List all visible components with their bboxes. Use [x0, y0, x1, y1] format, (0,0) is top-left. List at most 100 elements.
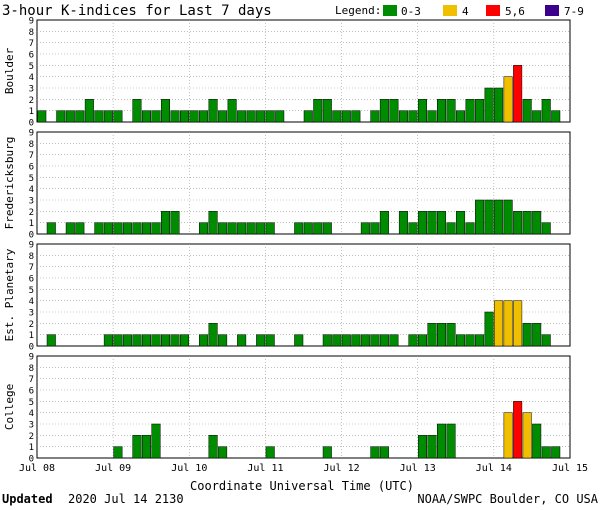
bar [218, 222, 228, 235]
bar [503, 412, 513, 459]
panel-boulder: 0 123 456 789 Boulder [3, 17, 571, 129]
bar [256, 222, 266, 235]
bar [437, 323, 447, 347]
bar [494, 87, 504, 123]
bar [56, 110, 66, 123]
bar [360, 334, 370, 347]
x-axis-label: Coordinate Universal Time (UTC) [190, 479, 414, 493]
bar [389, 99, 399, 123]
bar [351, 110, 361, 123]
bar [65, 222, 75, 235]
bar [417, 211, 427, 235]
bar [180, 334, 190, 347]
bar [180, 110, 190, 123]
legend-swatch-5-6 [486, 5, 500, 16]
bar [398, 211, 408, 235]
x-tick-label: Jul 15 [552, 463, 588, 474]
y-tick-label: 0 [29, 231, 34, 241]
bar [218, 110, 228, 123]
panel-college: 0 123 456 789 College [3, 353, 571, 465]
y-tick-label: 1 [29, 219, 34, 229]
bar [465, 334, 475, 347]
bar [160, 99, 171, 123]
bar [160, 334, 171, 347]
legend-text-7-9: 7-9 [564, 5, 584, 18]
bar [513, 401, 523, 459]
bar [408, 110, 418, 123]
bar [341, 334, 351, 347]
bar [199, 334, 209, 347]
bar [341, 110, 351, 123]
bar [151, 334, 161, 347]
bar [465, 99, 475, 123]
bar [132, 334, 142, 347]
legend-text-0-3: 0-3 [401, 5, 421, 18]
bar [475, 334, 485, 347]
bar [37, 110, 47, 123]
bar [446, 99, 456, 123]
bar [322, 446, 332, 459]
bar [494, 199, 504, 235]
bar [141, 222, 151, 235]
bar [541, 334, 551, 347]
bar [322, 99, 332, 123]
bar [332, 334, 342, 347]
y-tick-label: 2 [29, 96, 34, 106]
bar [103, 334, 113, 347]
bar [141, 110, 151, 123]
bar [379, 334, 389, 347]
bar [113, 446, 123, 459]
legend-swatch-4 [443, 5, 457, 16]
bar [437, 211, 447, 235]
bar [294, 334, 304, 347]
y-tick-label: 4 [29, 297, 34, 307]
x-tick-label: Jul 08 [19, 463, 55, 474]
bar [199, 222, 209, 235]
y-tick-label: 9 [29, 129, 34, 139]
bar [237, 110, 247, 123]
y-tick-label: 2 [29, 432, 34, 442]
x-tick-label: Jul 12 [324, 463, 360, 474]
x-tick-label: Jul 14 [476, 463, 512, 474]
bar [513, 65, 523, 123]
station-label: College [3, 384, 16, 430]
bar [208, 323, 218, 347]
bar [532, 423, 542, 459]
bar [503, 199, 513, 235]
bar [46, 222, 56, 235]
panel-fredericksburg: 0 123 456 789 Fredericksburg [3, 129, 571, 241]
bar [160, 211, 171, 235]
bar [256, 110, 266, 123]
bar [103, 222, 113, 235]
bar [246, 110, 256, 123]
legend-label: Legend: [335, 4, 381, 17]
bar [475, 99, 485, 123]
bar [265, 110, 275, 123]
bar [151, 110, 161, 123]
bar [437, 423, 447, 459]
bar [446, 323, 456, 347]
y-tick-label: 3 [29, 197, 34, 207]
bar [313, 99, 323, 123]
bar [322, 334, 332, 347]
y-tick-label: 7 [29, 375, 34, 385]
bar [417, 334, 427, 347]
bar [427, 211, 437, 235]
bar [265, 334, 275, 347]
bar [313, 222, 323, 235]
panel-est-planetary: 0 123 456 789 Est. Planetary [3, 241, 571, 353]
bar [46, 334, 56, 347]
bar [456, 110, 466, 123]
bar [170, 110, 180, 123]
y-tick-label: 7 [29, 39, 34, 49]
bar [408, 222, 418, 235]
y-tick-label: 3 [29, 85, 34, 95]
y-tick-label: 4 [29, 185, 34, 195]
y-tick-label: 6 [29, 51, 34, 61]
bar [465, 222, 475, 235]
bar [379, 446, 389, 459]
bar [398, 110, 408, 123]
bar [170, 211, 180, 235]
bar [75, 222, 85, 235]
bar [303, 222, 313, 235]
